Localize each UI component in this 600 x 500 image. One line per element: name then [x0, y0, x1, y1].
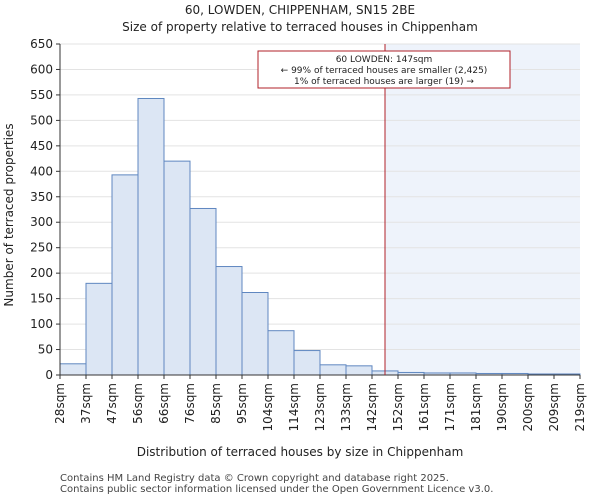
- y-tick-label: 650: [30, 37, 53, 51]
- x-axis-label: Distribution of terraced houses by size …: [137, 445, 464, 459]
- x-tick-label: 37sqm: [79, 383, 93, 424]
- x-tick-label: 133sqm: [339, 383, 353, 431]
- x-tick-label: 85sqm: [209, 383, 223, 424]
- y-tick-label: 550: [30, 88, 53, 102]
- y-tick-label: 0: [45, 368, 53, 382]
- y-axis-label: Number of terraced properties: [2, 123, 16, 306]
- annotation-larger: 1% of terraced houses are larger (19) →: [294, 77, 474, 87]
- y-tick-label: 150: [30, 292, 53, 306]
- x-tick-label: 95sqm: [235, 383, 249, 424]
- x-tick-label: 161sqm: [417, 383, 431, 431]
- x-tick-label: 219sqm: [573, 383, 587, 431]
- x-tick-label: 114sqm: [287, 383, 301, 431]
- x-tick-label: 66sqm: [157, 383, 171, 424]
- annotation-box: [257, 50, 511, 89]
- y-tick-label: 300: [30, 215, 53, 229]
- chart-title: 60, LOWDEN, CHIPPENHAM, SN15 2BE: [185, 3, 415, 17]
- x-tick-label: 152sqm: [391, 383, 405, 431]
- y-tick-label: 50: [38, 343, 53, 357]
- plot-area: 0 50 100 150 200 250 300 350 400 450 500 550 600 650 2…: [30, 37, 587, 431]
- bar: [59, 363, 87, 376]
- bar: [163, 160, 191, 376]
- x-tick-label: 123sqm: [313, 383, 327, 431]
- y-tick-label: 500: [30, 113, 53, 127]
- annotation-smaller: ← 99% of terraced houses are smaller (2,…: [281, 66, 488, 76]
- bar: [319, 364, 347, 376]
- bar: [293, 350, 321, 376]
- y-tick-label: 600: [30, 62, 53, 76]
- x-tick-label: 200sqm: [521, 383, 535, 431]
- bar: [137, 97, 165, 376]
- x-tick-label: 209sqm: [547, 383, 561, 431]
- x-tick-label: 181sqm: [469, 383, 483, 431]
- y-tick-label: 350: [30, 190, 53, 204]
- bar: [241, 292, 269, 376]
- bar: [111, 174, 139, 376]
- bar: [189, 207, 217, 376]
- bar: [267, 330, 295, 376]
- x-tick-label: 56sqm: [131, 383, 145, 424]
- x-tick-label: 76sqm: [183, 383, 197, 424]
- y-tick-label: 200: [30, 266, 53, 280]
- footer-copyright: Contains HM Land Registry data © Crown c…: [60, 473, 449, 484]
- highlight-region: [385, 44, 580, 375]
- bar: [215, 266, 243, 376]
- x-tick-label: 171sqm: [443, 383, 457, 431]
- footer-licence: Contains public sector information licen…: [60, 484, 494, 495]
- y-tick-label: 250: [30, 241, 53, 255]
- x-tick-label: 28sqm: [53, 383, 67, 424]
- y-tick-label: 450: [30, 139, 53, 153]
- bar: [85, 282, 113, 376]
- x-tick-label: 190sqm: [495, 383, 509, 431]
- y-tick-label: 100: [30, 317, 53, 331]
- x-tick-label: 104sqm: [261, 383, 275, 431]
- y-tick-label: 400: [30, 164, 53, 178]
- chart-subtitle: Size of property relative to terraced ho…: [122, 20, 478, 34]
- bar: [345, 365, 373, 376]
- x-tick-label: 47sqm: [105, 383, 119, 424]
- annotation-title: 60 LOWDEN: 147sqm: [336, 55, 433, 65]
- x-tick-label: 142sqm: [365, 383, 379, 431]
